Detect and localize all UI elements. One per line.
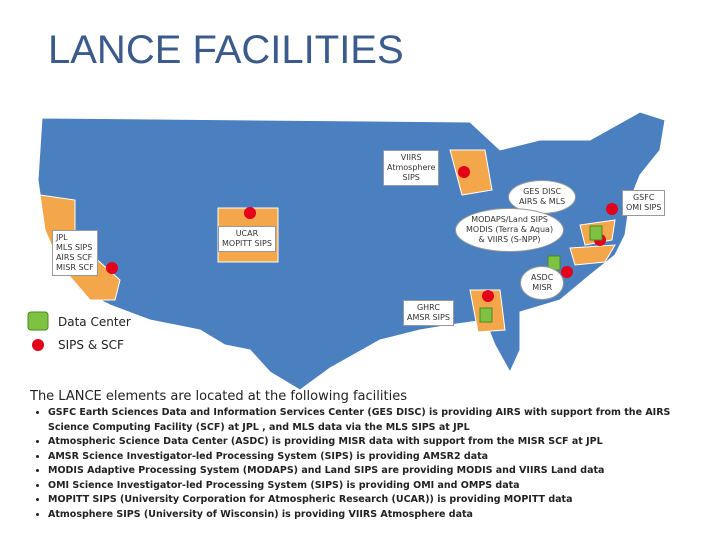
map-label: GSFC OMI SIPS: [622, 190, 666, 216]
map-label: GHRC AMSR SIPS: [403, 300, 454, 326]
bullet: MOPITT SIPS (University Corporation for …: [48, 493, 688, 508]
bullet: MODIS Adaptive Processing System (MODAPS…: [48, 464, 688, 479]
label-line: MISR SCF: [56, 263, 94, 272]
intro-text: The LANCE elements are located at the fo…: [30, 389, 407, 404]
bullet: AMSR Science Investigator-led Processing…: [48, 450, 688, 465]
label-line: MOPITT SIPS: [222, 239, 272, 248]
label-line: ASDC: [531, 273, 554, 282]
title: LANCE FACILITIES: [48, 28, 404, 72]
map-label: GES DISC AIRS & MLS: [508, 180, 577, 214]
map-label: VIIRS Atmosphere SIPS: [383, 150, 440, 186]
label-line: MODAPS/Land SIPS: [471, 215, 548, 224]
sips-markers: [32, 166, 618, 351]
legend-sips: SIPS & SCF: [58, 338, 124, 352]
label-line: VIIRS: [400, 153, 422, 162]
map-label: MODAPS/Land SIPS MODIS (Terra & Aqua) & VI…: [455, 208, 565, 252]
label-line: MLS SIPS: [56, 243, 93, 252]
map-label: JPL MLS SIPS AIRS SCF MISR SCF: [52, 230, 98, 276]
map-label: UCAR MOPITT SIPS: [218, 226, 276, 252]
label-line: SIPS: [402, 173, 420, 182]
us-outline: [37, 111, 666, 391]
label-line: AIRS SCF: [56, 253, 93, 262]
label-line: GHRC: [416, 303, 440, 312]
label-line: AMSR SIPS: [407, 313, 450, 322]
label-line: GES DISC: [523, 187, 562, 196]
label-line: MODIS (Terra & Aqua): [466, 225, 554, 234]
label-line: MISR: [532, 283, 553, 292]
data-center-markers: [27, 225, 603, 331]
label-line: UCAR: [235, 229, 259, 238]
label-line: Atmosphere: [387, 163, 436, 172]
label-line: & VIIRS (S-NPP): [478, 235, 541, 244]
label-line: JPL: [56, 233, 68, 242]
map-label: ASDC MISR: [520, 266, 565, 300]
legend-data-center: Data Center: [58, 315, 131, 329]
bullet-list: GSFC Earth Sciences Data and Information…: [28, 406, 688, 522]
label-line: OMI SIPS: [626, 203, 662, 212]
label-line: GSFC: [632, 193, 655, 202]
bullet: Atmosphere SIPS (University of Wisconsin…: [48, 508, 688, 523]
bullet: Atmospheric Science Data Center (ASDC) i…: [48, 435, 688, 450]
label-line: AIRS & MLS: [519, 197, 566, 206]
bullet: OMI Science Investigator-led Processing …: [48, 479, 688, 494]
bullet: GSFC Earth Sciences Data and Information…: [48, 406, 688, 435]
